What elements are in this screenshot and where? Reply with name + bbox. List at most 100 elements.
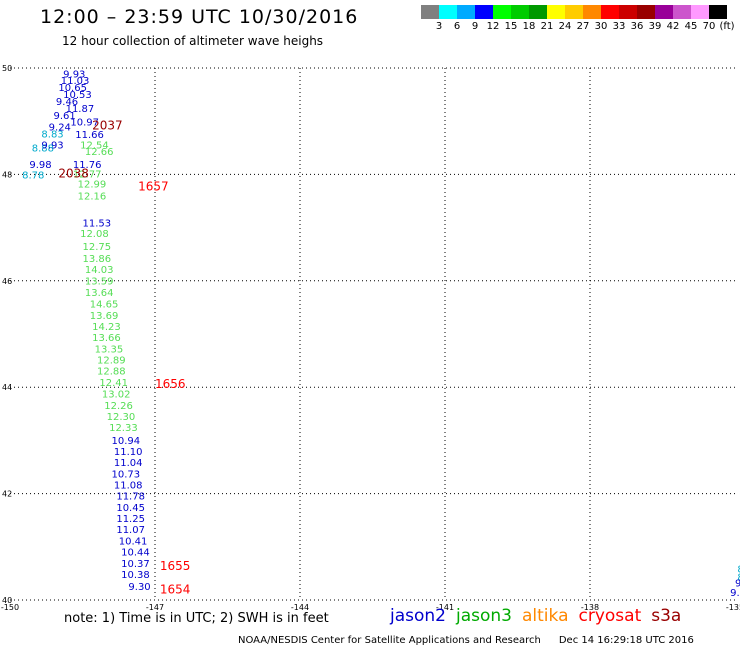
color-swatch: [475, 5, 493, 19]
jason3-swh-label: 12.99: [78, 179, 107, 190]
color-swatch: [529, 5, 547, 19]
color-swatch: [493, 5, 511, 19]
longitude-tick-label: -147: [146, 603, 164, 612]
swh-label: 8.: [737, 565, 740, 576]
color-swatch: [691, 5, 709, 19]
jason3-swh-label: 12.30: [107, 412, 136, 423]
jason2-swh-label: 11.66: [75, 130, 104, 141]
swh-label: 8.83: [41, 129, 63, 140]
color-scale-label: 18: [522, 21, 536, 32]
color-scale-label: 33: [612, 21, 626, 32]
color-scale-label: 24: [558, 21, 572, 32]
jason2-swh-label: 10.41: [119, 536, 148, 547]
jason3-swh-label: 14.03: [85, 265, 114, 276]
color-swatch: [619, 5, 637, 19]
longitude-tick-label: -141: [436, 603, 454, 612]
color-scale-label: 6: [453, 21, 461, 32]
jason2-swh-label: 11.87: [66, 104, 95, 115]
color-scale-label: 45: [684, 21, 698, 32]
jason2-swh-label: 11.78: [116, 492, 145, 503]
color-swatch: [547, 5, 565, 19]
color-scale-label: 12: [486, 21, 500, 32]
jason2-swh-label: 10.37: [121, 559, 150, 570]
jason3-swh-label: 13.35: [95, 344, 124, 355]
latitude-tick-label: 44: [2, 383, 12, 392]
jason3-swh-label: 12.77: [73, 169, 102, 180]
color-swatch: [439, 5, 457, 19]
color-swatch: [457, 5, 475, 19]
pass-time-label: 1654: [160, 582, 191, 596]
jason3-swh-label: 12.41: [99, 378, 128, 389]
jason2-swh-label: 10.65: [58, 83, 87, 94]
longitude-tick-label: -150: [1, 603, 19, 612]
legend-cryosat: cryosat: [578, 606, 642, 626]
jason3-swh-label: 14.65: [90, 300, 119, 311]
jason3-swh-label: 13.66: [92, 333, 121, 344]
satellite-legend: jason2 jason3 altika cryosat s3a: [390, 606, 681, 626]
jason3-swh-label: 12.66: [85, 147, 114, 158]
swh-label: 8.78: [22, 170, 44, 181]
jason2-swh-label: 11.03: [61, 76, 90, 87]
jason2-swh-label: 11.53: [83, 218, 112, 229]
latitude-tick-label: 48: [2, 170, 12, 179]
jason3-swh-label: 12.08: [80, 229, 109, 240]
swh-label: 8.: [737, 573, 740, 584]
map-title: 12:00 – 23:59 UTC 10/30/2016: [40, 6, 359, 28]
legend-altika: altika: [522, 606, 569, 626]
color-swatch: [583, 5, 601, 19]
jason2-swh-label: 10.45: [116, 503, 145, 514]
color-scale-label: 30: [594, 21, 608, 32]
jason2-swh-label: 10.97: [70, 118, 99, 129]
footer: NOAA/NESDIS Center for Satellite Applica…: [238, 635, 694, 646]
jason3-swh-label: 13.02: [102, 390, 131, 401]
pass-time-label: 2037: [92, 118, 123, 132]
jason2-swh-label: 9.61: [54, 111, 76, 122]
footer-credit: NOAA/NESDIS Center for Satellite Applica…: [238, 635, 541, 646]
jason2-swh-label: 10.73: [112, 469, 141, 480]
longitude-tick-label: -138: [581, 603, 599, 612]
color-scale-labels: 3 6 9 12 15 18 21 24 27 30 33 36 39 42 45 70 (ft): [421, 19, 735, 33]
jason3-swh-label: 12.75: [83, 242, 112, 253]
jason3-swh-label: 12.88: [97, 367, 126, 378]
pass-time-label: 2038: [58, 166, 89, 180]
footer-timestamp: Dec 14 16:29:18 UTC 2016: [558, 635, 694, 646]
jason3-swh-label: 12.54: [80, 141, 109, 152]
jason2-swh-label: 9.24: [49, 123, 71, 134]
map-subtitle: 12 hour collection of altimeter wave hei…: [62, 34, 324, 48]
color-scale-label: 70: [702, 21, 716, 32]
jason2-swh-label: 11.07: [116, 525, 145, 536]
color-scale-label: 39: [648, 21, 662, 32]
jason2-swh-label: 9.93: [63, 69, 85, 80]
color-scale-label: 9: [471, 21, 479, 32]
jason3-swh-label: 13.59: [85, 276, 114, 287]
color-scale-label: 36: [630, 21, 644, 32]
color-scale-label: 15: [504, 21, 518, 32]
jason2-swh-label: 11.08: [114, 481, 143, 492]
pass-time-label: 1657: [138, 180, 169, 194]
jason2-swh-label: 9.46: [56, 97, 78, 108]
jason3-swh-label: 13.64: [85, 288, 114, 299]
color-scale-swatches: [421, 5, 727, 19]
jason2-swh-label: 9.61: [730, 588, 740, 599]
jason2-swh-label: 10.38: [121, 570, 150, 581]
longitude-tick-label: -144: [291, 603, 309, 612]
pass-time-label: 1655: [160, 559, 191, 573]
jason3-swh-label: 12.16: [78, 192, 107, 203]
color-scale-label: (ft): [719, 21, 735, 32]
units-note: note: 1) Time is in UTC; 2) SWH is in fe…: [64, 611, 329, 626]
latitude-tick-label: 42: [2, 490, 12, 499]
color-swatch: [565, 5, 583, 19]
color-swatch: [601, 5, 619, 19]
jason2-swh-label: 11.10: [114, 447, 143, 458]
latitude-tick-label: 50: [2, 64, 12, 73]
jason3-swh-label: 12.33: [109, 423, 138, 434]
jason2-swh-label: 9.93: [41, 141, 63, 152]
jason2-swh-label: 11.76: [73, 160, 102, 171]
jason2-swh-label: 11.25: [116, 514, 145, 525]
jason2-swh-label: 9.58: [735, 578, 740, 589]
color-swatch: [637, 5, 655, 19]
jason3-swh-label: 13.69: [90, 311, 119, 322]
jason2-swh-label: 9.98: [29, 160, 51, 171]
color-scale: 3 6 9 12 15 18 21 24 27 30 33 36 39 42 45 70 (ft): [421, 5, 735, 33]
